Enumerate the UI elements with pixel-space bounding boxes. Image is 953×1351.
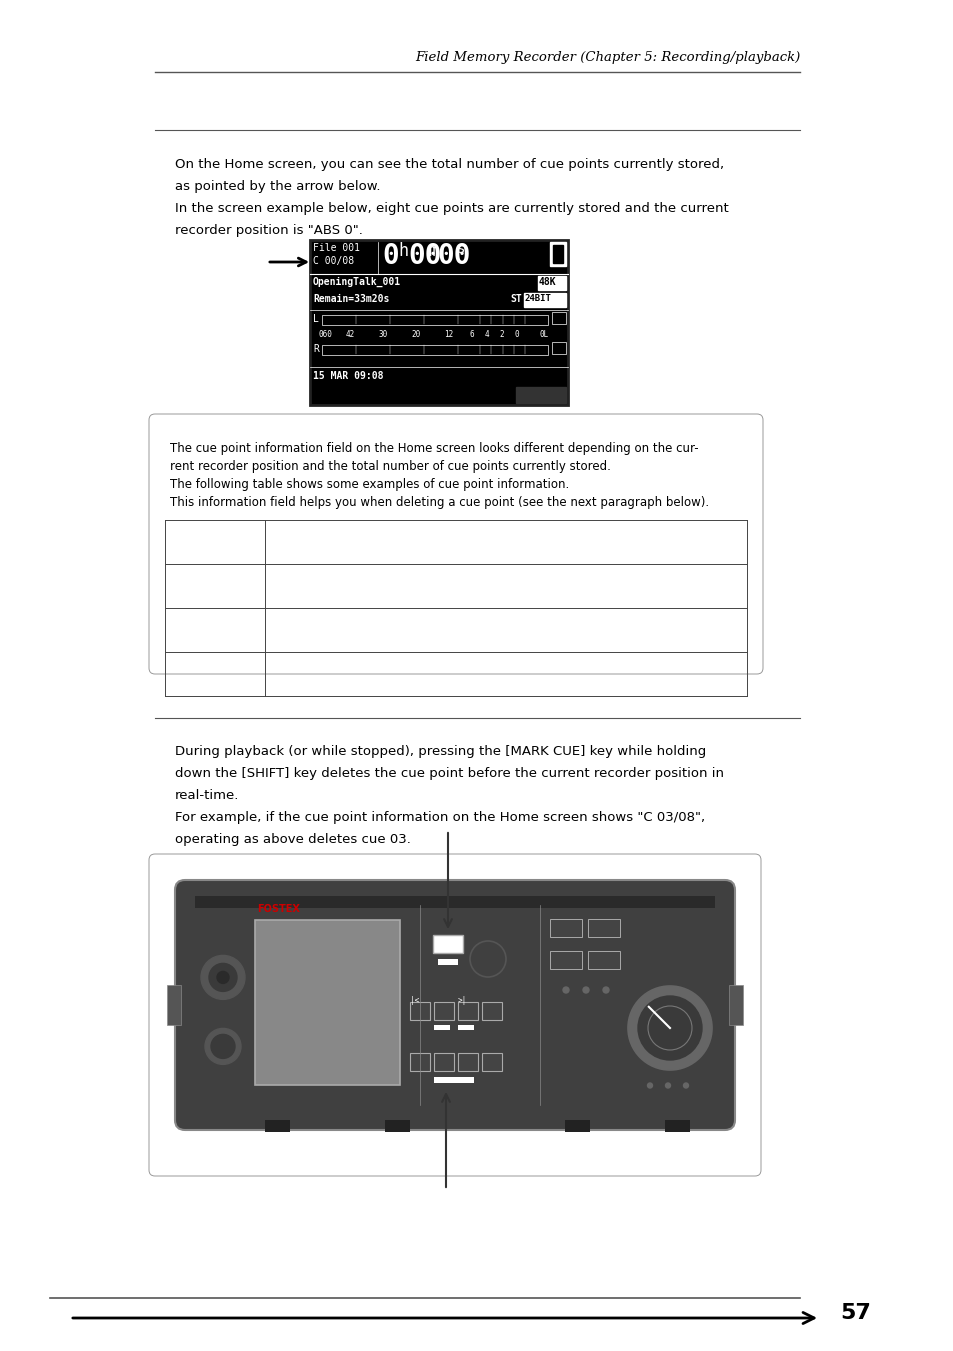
Bar (254, 920, 399, 1085)
Text: C 00/08: C 00/08 (313, 255, 354, 266)
Text: >|: >| (457, 997, 467, 1005)
Circle shape (209, 963, 236, 992)
Bar (410, 1002, 430, 1020)
Bar (322, 345, 547, 355)
Text: 4: 4 (484, 330, 489, 339)
Circle shape (638, 996, 701, 1061)
Text: h: h (397, 242, 408, 259)
Bar (587, 919, 619, 938)
Bar (457, 1052, 477, 1071)
Text: 48K: 48K (538, 277, 556, 286)
Bar (481, 1002, 501, 1020)
Bar (550, 242, 565, 266)
Bar (310, 240, 567, 405)
Bar (457, 1002, 477, 1020)
Text: Field Memory Recorder (Chapter 5: Recording/playback): Field Memory Recorder (Chapter 5: Record… (415, 51, 800, 65)
Bar (664, 1120, 689, 1132)
Bar (537, 276, 565, 290)
Bar (552, 312, 565, 324)
Text: For example, if the cue point information on the Home screen shows "C 03/08",: For example, if the cue point informatio… (174, 811, 704, 824)
Text: 0L: 0L (539, 330, 549, 339)
Text: R: R (313, 345, 318, 354)
Circle shape (602, 988, 608, 993)
Text: On the Home screen, you can see the total number of cue points currently stored,: On the Home screen, you can see the tota… (174, 158, 723, 172)
Text: 2: 2 (499, 330, 503, 339)
Bar (437, 959, 457, 965)
Text: s: s (456, 242, 465, 255)
Bar (481, 1052, 501, 1071)
Circle shape (562, 988, 568, 993)
Bar (516, 386, 565, 403)
Text: 00: 00 (408, 242, 441, 270)
Circle shape (201, 955, 245, 1000)
Circle shape (627, 986, 711, 1070)
Bar (265, 1120, 290, 1132)
Text: 20: 20 (411, 330, 420, 339)
Text: FOSTEX: FOSTEX (256, 904, 299, 915)
Text: 0: 0 (381, 242, 398, 270)
Bar (385, 1120, 410, 1132)
Bar (434, 1025, 450, 1031)
Bar (433, 935, 462, 952)
Text: real-time.: real-time. (174, 789, 239, 802)
FancyBboxPatch shape (149, 413, 762, 674)
Text: During playback (or while stopped), pressing the [MARK CUE] key while holding: During playback (or while stopped), pres… (174, 744, 705, 758)
FancyBboxPatch shape (149, 854, 760, 1175)
Bar (167, 985, 181, 1025)
Bar (587, 951, 619, 969)
Text: m: m (428, 242, 437, 259)
Circle shape (682, 1084, 688, 1088)
Text: 6: 6 (469, 330, 474, 339)
Bar (457, 1025, 474, 1031)
Text: This information field helps you when deleting a cue point (see the next paragra: This information field helps you when de… (170, 496, 708, 509)
Text: operating as above deletes cue 03.: operating as above deletes cue 03. (174, 834, 411, 846)
Bar (322, 315, 547, 326)
Text: 12: 12 (443, 330, 453, 339)
Text: OpeningTalk_001: OpeningTalk_001 (313, 277, 400, 288)
Text: ST: ST (510, 295, 521, 304)
Text: 060: 060 (317, 330, 332, 339)
Text: The cue point information field on the Home screen looks different depending on : The cue point information field on the H… (170, 442, 698, 455)
Text: 30: 30 (378, 330, 387, 339)
FancyBboxPatch shape (174, 880, 734, 1129)
Text: rent recorder position and the total number of cue points currently stored.: rent recorder position and the total num… (170, 459, 610, 473)
Bar (434, 1077, 474, 1084)
Text: In the screen example below, eight cue points are currently stored and the curre: In the screen example below, eight cue p… (174, 203, 728, 215)
Text: 15 MAR 09:08: 15 MAR 09:08 (313, 372, 383, 381)
Circle shape (211, 1035, 234, 1058)
Bar (410, 1052, 430, 1071)
Circle shape (665, 1084, 670, 1088)
Text: 00: 00 (436, 242, 470, 270)
Text: File 001: File 001 (313, 243, 359, 253)
Text: 57: 57 (840, 1302, 870, 1323)
Circle shape (647, 1084, 652, 1088)
Text: L: L (313, 313, 318, 324)
Bar (564, 1120, 589, 1132)
Text: 42: 42 (345, 330, 355, 339)
Text: 24BIT: 24BIT (524, 295, 551, 303)
Bar (434, 1002, 454, 1020)
Bar (434, 1052, 454, 1071)
Circle shape (205, 1028, 241, 1065)
Text: 0: 0 (514, 330, 518, 339)
Bar (194, 896, 714, 908)
Text: |<: |< (410, 997, 418, 1005)
Bar (550, 919, 581, 938)
Text: The following table shows some examples of cue point information.: The following table shows some examples … (170, 478, 569, 490)
Bar (523, 293, 565, 307)
Circle shape (216, 971, 229, 984)
Text: down the [SHIFT] key deletes the cue point before the current recorder position : down the [SHIFT] key deletes the cue poi… (174, 767, 723, 780)
Text: Remain=33m20s: Remain=33m20s (313, 295, 389, 304)
Bar (553, 245, 562, 263)
Text: as pointed by the arrow below.: as pointed by the arrow below. (174, 180, 380, 193)
Bar (728, 985, 742, 1025)
Bar (552, 342, 565, 354)
Text: recorder position is "ABS 0".: recorder position is "ABS 0". (174, 224, 362, 236)
Bar (550, 951, 581, 969)
Circle shape (582, 988, 588, 993)
